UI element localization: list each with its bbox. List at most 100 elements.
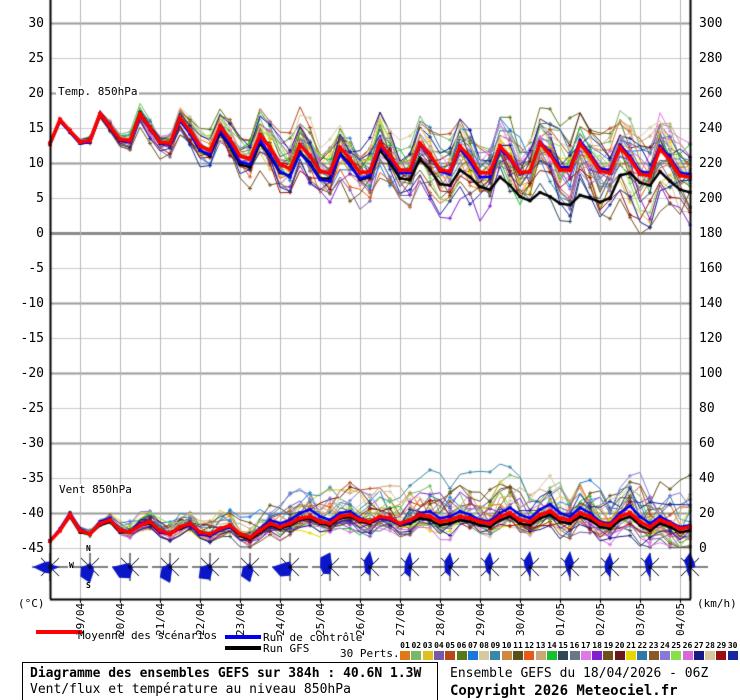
pert-number: 15 bbox=[558, 641, 568, 650]
right-axis-tick: 0 bbox=[699, 541, 707, 556]
pert-swatch bbox=[535, 651, 546, 660]
pert-swatch bbox=[546, 651, 557, 660]
right-axis-tick: 160 bbox=[699, 261, 723, 276]
pert-swatch bbox=[411, 651, 422, 660]
pert-number: 25 bbox=[671, 641, 681, 650]
pert-number: 07 bbox=[467, 641, 478, 650]
right-axis-tick: 40 bbox=[699, 471, 715, 486]
left-axis-tick: -30 bbox=[20, 436, 44, 451]
right-axis-tick: 80 bbox=[699, 401, 715, 416]
pert-swatch bbox=[569, 651, 580, 660]
control-legend-label: Run de contrôle bbox=[263, 631, 363, 644]
pert-number: 20 bbox=[614, 641, 625, 650]
pert-swatch bbox=[659, 651, 670, 660]
pert-number: 18 bbox=[592, 641, 602, 650]
left-axis-unit: (°C) bbox=[18, 597, 45, 610]
pert-number: 13 bbox=[535, 641, 546, 650]
compass-w-label: W bbox=[69, 561, 74, 570]
pert-swatch bbox=[501, 651, 512, 660]
pert-swatch bbox=[479, 651, 490, 660]
left-axis-tick: -5 bbox=[28, 261, 44, 276]
perts-legend-label: 30 Perts. bbox=[340, 647, 400, 660]
right-axis-tick: 280 bbox=[699, 51, 723, 66]
date-label: 28/04 bbox=[434, 602, 447, 636]
date-label: 04/05 bbox=[674, 602, 687, 636]
pert-swatch bbox=[637, 651, 648, 660]
pert-swatch bbox=[614, 651, 625, 660]
pert-swatch bbox=[422, 651, 433, 660]
control-legend-line bbox=[225, 635, 261, 639]
left-axis-tick: 0 bbox=[36, 226, 44, 241]
pert-swatch bbox=[626, 651, 636, 660]
pert-number: 01 bbox=[400, 641, 410, 650]
pert-number: 23 bbox=[648, 641, 659, 650]
pert-number: 28 bbox=[705, 641, 715, 650]
right-axis-tick: 200 bbox=[699, 191, 723, 206]
left-axis-tick: 25 bbox=[28, 51, 44, 66]
pert-number: 05 bbox=[445, 641, 455, 650]
pert-swatch bbox=[445, 651, 456, 660]
pert-swatch bbox=[727, 651, 738, 660]
left-axis-tick: 15 bbox=[28, 121, 44, 136]
pert-swatch bbox=[513, 651, 523, 660]
left-axis-tick: 10 bbox=[28, 156, 44, 171]
title-box: Diagramme des ensembles GEFS sur 384h : … bbox=[22, 662, 438, 700]
left-axis-tick: 5 bbox=[36, 191, 44, 206]
left-axis-tick: -25 bbox=[20, 401, 44, 416]
pert-number: 19 bbox=[603, 641, 614, 650]
pert-number: 10 bbox=[501, 641, 512, 650]
pert-swatch bbox=[400, 651, 410, 660]
pert-swatch bbox=[490, 651, 501, 660]
pert-number: 11 bbox=[513, 641, 523, 650]
pert-swatch bbox=[456, 651, 467, 660]
pert-number: 08 bbox=[479, 641, 489, 650]
right-axis-unit: (km/h) bbox=[697, 597, 737, 610]
gfs-legend-line bbox=[225, 646, 261, 650]
right-axis-tick: 120 bbox=[699, 331, 723, 346]
pert-number: 06 bbox=[456, 641, 467, 650]
date-label: 02/05 bbox=[594, 602, 607, 636]
pert-swatch bbox=[580, 651, 591, 660]
right-axis-tick: 260 bbox=[699, 86, 723, 101]
pert-number: 03 bbox=[422, 641, 433, 650]
pert-number: 02 bbox=[411, 641, 422, 650]
pert-swatch bbox=[682, 651, 693, 660]
pert-number: 14 bbox=[547, 641, 557, 650]
left-axis-tick: -20 bbox=[20, 366, 44, 381]
pert-number: 29 bbox=[716, 641, 727, 650]
pert-swatch bbox=[558, 651, 569, 660]
pert-swatch bbox=[671, 651, 682, 660]
left-axis-tick: -10 bbox=[20, 296, 44, 311]
pert-number: 27 bbox=[693, 641, 704, 650]
left-axis-tick: -45 bbox=[20, 541, 44, 556]
date-label: 29/04 bbox=[474, 602, 487, 636]
copyright: Copyright 2026 Meteociel.fr bbox=[450, 683, 678, 699]
compass-s-label: S bbox=[86, 581, 91, 590]
pert-number: 17 bbox=[580, 641, 591, 650]
pert-number: 24 bbox=[660, 641, 670, 650]
pert-swatch bbox=[716, 651, 727, 660]
pert-swatch bbox=[693, 651, 704, 660]
pert-swatch bbox=[603, 651, 614, 660]
pert-swatch bbox=[524, 651, 535, 660]
compass-n-label: N bbox=[86, 544, 91, 553]
right-axis-tick: 20 bbox=[699, 506, 715, 521]
pert-number: 09 bbox=[490, 641, 501, 650]
left-axis-tick: -15 bbox=[20, 331, 44, 346]
right-axis-tick: 220 bbox=[699, 156, 723, 171]
right-axis-tick: 300 bbox=[699, 16, 723, 31]
pert-number: 21 bbox=[626, 641, 636, 650]
left-axis-tick: 30 bbox=[28, 16, 44, 31]
pert-swatch bbox=[705, 651, 716, 660]
left-axis-tick: -35 bbox=[20, 471, 44, 486]
pert-number: 12 bbox=[524, 641, 535, 650]
diagram-subtitle: Vent/flux et température au niveau 850hP… bbox=[30, 682, 351, 697]
run-info: Ensemble GEFS du 18/04/2026 - 06Z bbox=[450, 666, 709, 681]
pert-swatch bbox=[433, 651, 444, 660]
pert-number: 22 bbox=[637, 641, 648, 650]
right-axis-tick: 100 bbox=[699, 366, 723, 381]
diagram-title: Diagramme des ensembles GEFS sur 384h : … bbox=[30, 666, 422, 681]
date-label: 03/05 bbox=[634, 602, 647, 636]
pert-number: 04 bbox=[434, 641, 444, 650]
